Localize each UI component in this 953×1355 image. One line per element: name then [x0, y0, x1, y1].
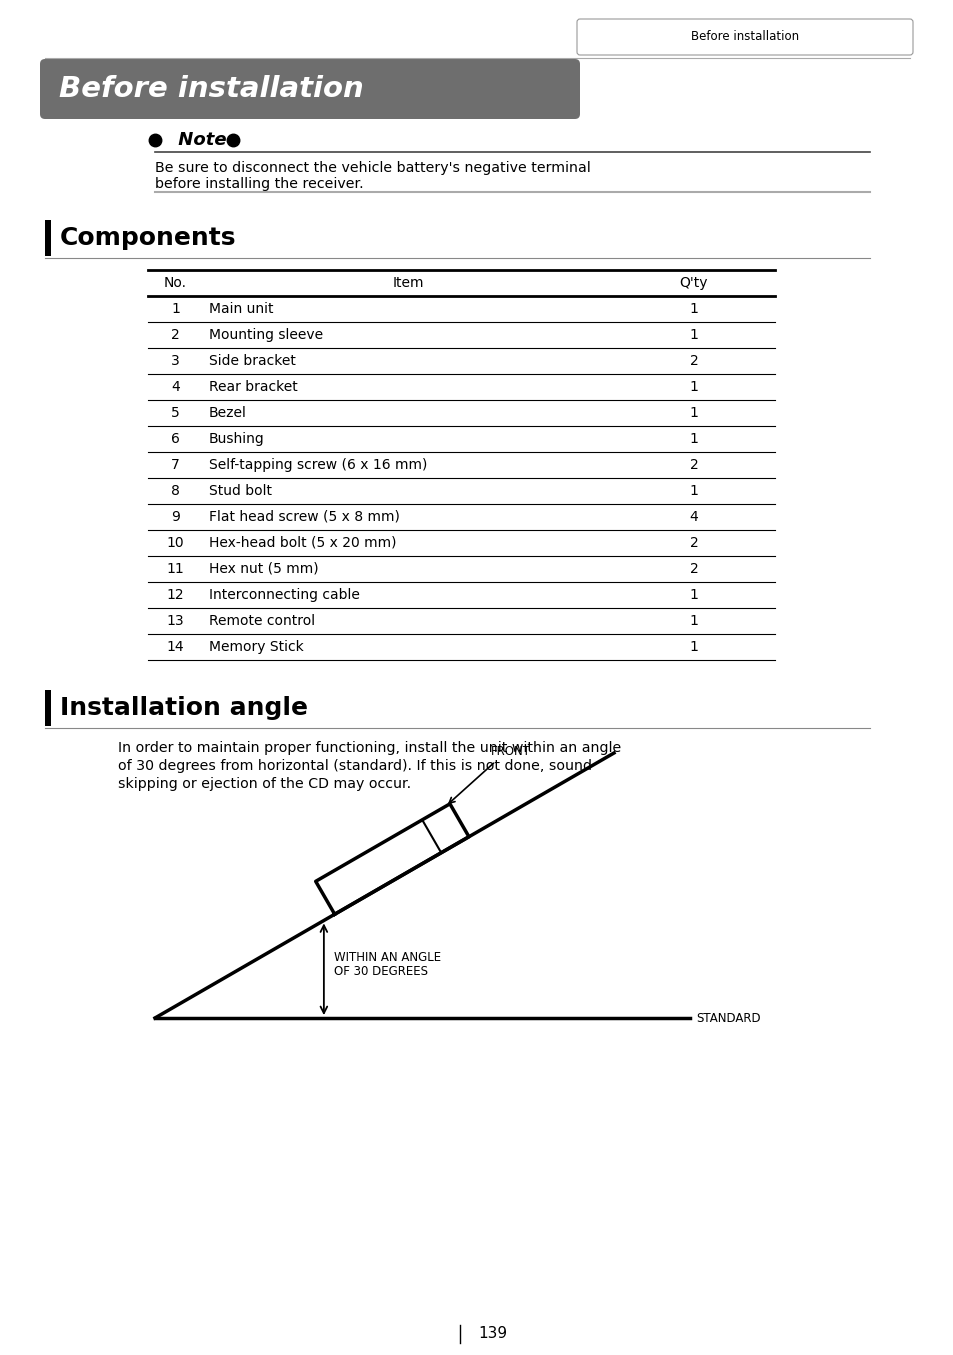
Text: Stud bolt: Stud bolt — [209, 484, 272, 499]
Bar — [45, 690, 51, 726]
Text: Components: Components — [60, 226, 236, 251]
Text: Hex nut (5 mm): Hex nut (5 mm) — [209, 562, 318, 576]
Bar — [45, 220, 51, 256]
Text: 5: 5 — [171, 406, 180, 420]
Text: 1: 1 — [171, 302, 180, 316]
Text: Bushing: Bushing — [209, 432, 265, 446]
Text: skipping or ejection of the CD may occur.: skipping or ejection of the CD may occur… — [118, 776, 411, 791]
Text: 1: 1 — [689, 484, 698, 499]
Text: 9: 9 — [171, 509, 180, 524]
Text: Be sure to disconnect the vehicle battery's negative terminal: Be sure to disconnect the vehicle batter… — [154, 161, 590, 175]
Text: 1: 1 — [689, 432, 698, 446]
Text: Note: Note — [172, 131, 233, 149]
Text: 10: 10 — [167, 537, 184, 550]
Text: In order to maintain proper functioning, install the unit within an angle: In order to maintain proper functioning,… — [118, 741, 620, 755]
Text: 12: 12 — [167, 588, 184, 602]
Text: 1: 1 — [689, 379, 698, 394]
Text: WITHIN AN ANGLE: WITHIN AN ANGLE — [334, 951, 440, 963]
Text: Remote control: Remote control — [209, 614, 314, 627]
Text: 1: 1 — [689, 302, 698, 316]
Text: STANDARD: STANDARD — [696, 1011, 760, 1024]
Text: 13: 13 — [167, 614, 184, 627]
Text: Self-tapping screw (6 x 16 mm): Self-tapping screw (6 x 16 mm) — [209, 458, 427, 472]
Text: No.: No. — [164, 276, 187, 290]
FancyBboxPatch shape — [577, 19, 912, 56]
Text: 11: 11 — [167, 562, 184, 576]
Text: 4: 4 — [171, 379, 180, 394]
Text: 4: 4 — [689, 509, 698, 524]
Text: Hex-head bolt (5 x 20 mm): Hex-head bolt (5 x 20 mm) — [209, 537, 396, 550]
Text: 14: 14 — [167, 640, 184, 654]
FancyBboxPatch shape — [40, 60, 579, 119]
Text: FRONT: FRONT — [490, 745, 530, 757]
Text: 1: 1 — [689, 406, 698, 420]
Text: 139: 139 — [477, 1327, 507, 1341]
Text: 1: 1 — [689, 588, 698, 602]
Text: 3: 3 — [171, 354, 180, 369]
Text: Q'ty: Q'ty — [679, 276, 707, 290]
Text: Flat head screw (5 x 8 mm): Flat head screw (5 x 8 mm) — [209, 509, 399, 524]
Text: 6: 6 — [171, 432, 180, 446]
Text: Mounting sleeve: Mounting sleeve — [209, 328, 323, 341]
Text: Bezel: Bezel — [209, 406, 247, 420]
Text: 2: 2 — [171, 328, 180, 341]
Text: 1: 1 — [689, 614, 698, 627]
Text: Side bracket: Side bracket — [209, 354, 295, 369]
Text: Before installation: Before installation — [59, 75, 363, 103]
Text: 1: 1 — [689, 640, 698, 654]
Text: OF 30 DEGREES: OF 30 DEGREES — [334, 965, 428, 978]
Text: Installation angle: Installation angle — [60, 696, 308, 720]
Text: Item: Item — [392, 276, 423, 290]
Text: Before installation: Before installation — [690, 31, 799, 43]
Text: 2: 2 — [689, 354, 698, 369]
Text: Main unit: Main unit — [209, 302, 274, 316]
Text: 8: 8 — [171, 484, 180, 499]
Text: Interconnecting cable: Interconnecting cable — [209, 588, 359, 602]
Text: 7: 7 — [171, 458, 180, 472]
Text: 1: 1 — [689, 328, 698, 341]
Text: of 30 degrees from horizontal (standard). If this is not done, sound: of 30 degrees from horizontal (standard)… — [118, 759, 592, 772]
Text: before installing the receiver.: before installing the receiver. — [154, 178, 363, 191]
Text: Rear bracket: Rear bracket — [209, 379, 297, 394]
Text: Memory Stick: Memory Stick — [209, 640, 303, 654]
Text: 2: 2 — [689, 562, 698, 576]
Text: 2: 2 — [689, 537, 698, 550]
Text: 2: 2 — [689, 458, 698, 472]
